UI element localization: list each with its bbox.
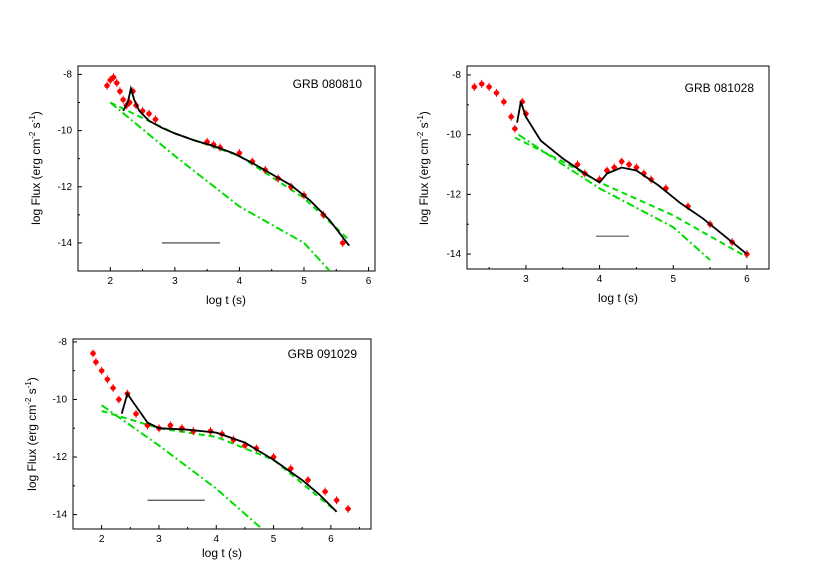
data-point [114, 80, 120, 86]
data-point [611, 164, 617, 171]
y-axis-label: log Flux (erg cm-2 s-1) [416, 111, 431, 225]
y-tick-label: -10 [58, 126, 73, 137]
data-point [110, 74, 117, 80]
x-tick-label: 5 [301, 276, 307, 287]
component-dashdot-line [101, 404, 263, 529]
model-curve [122, 84, 350, 247]
panel-grb-081028: GRB 081028 log t (s) log Flux (erg cm-2 … [416, 65, 770, 305]
y-tick-label: -12 [58, 182, 73, 193]
data-point [146, 111, 152, 117]
data-point [512, 126, 518, 132]
x-tick-label: 4 [237, 276, 243, 287]
x-tick-label: 5 [271, 534, 277, 545]
x-axis-label: log t (s) [598, 291, 638, 305]
data-point [116, 396, 122, 403]
x-tick-label: 3 [523, 274, 529, 285]
plot-area [104, 73, 350, 271]
panel-grb-080810: GRB 080810 log t (s) log Flux (erg cm-2 … [28, 65, 376, 307]
data-point [93, 359, 99, 365]
plot-frame [77, 65, 376, 272]
data-point [340, 240, 346, 246]
data-point [90, 350, 96, 356]
y-axis-label: log Flux (erg cm-2 s-1) [24, 377, 39, 491]
data-point [574, 161, 581, 168]
data-point [236, 150, 243, 156]
data-point [486, 84, 492, 90]
data-point [471, 84, 477, 90]
y-tick-label: -12 [53, 452, 68, 463]
y-tick-label: -12 [447, 189, 462, 200]
plot-area [90, 349, 352, 529]
data-point [626, 161, 632, 168]
x-axis-label: log t (s) [202, 546, 242, 560]
model-curve [516, 101, 748, 255]
x-axis-label: log t (s) [206, 293, 246, 307]
data-point [117, 88, 123, 94]
component-dashdot-line [109, 101, 331, 271]
data-point [104, 83, 110, 89]
data-point [633, 164, 640, 171]
y-tick-label: -14 [447, 249, 462, 260]
x-tick-label: 4 [597, 274, 603, 285]
model-curve [120, 391, 338, 513]
x-tick-label: 5 [670, 274, 676, 285]
y-tick-label: -10 [447, 130, 462, 141]
y-tick-label: -10 [53, 394, 68, 405]
x-tick-label: 2 [99, 534, 105, 545]
panel-title: GRB 081028 [685, 81, 755, 95]
data-point [167, 422, 174, 428]
data-point [322, 488, 328, 495]
y-tick-label: -14 [58, 238, 73, 249]
y-tick-label: -8 [63, 69, 72, 80]
data-point [493, 90, 500, 96]
component-dashed-line [109, 101, 350, 241]
panel-title: GRB 080810 [293, 77, 363, 91]
data-point [604, 167, 610, 174]
y-tick-label: -8 [452, 70, 461, 81]
plot-area [471, 79, 750, 261]
component-dashdot-line [518, 133, 711, 261]
data-point [288, 465, 294, 472]
x-tick-label: 6 [366, 276, 372, 287]
data-point [133, 411, 139, 417]
data-point [152, 116, 159, 122]
y-axis-label: log Flux (erg cm-2 s-1) [28, 111, 43, 225]
panel-grb-091029: GRB 091029 log t (s) log Flux (erg cm-2 … [24, 337, 372, 560]
y-tick-label: -14 [53, 510, 68, 521]
data-point [479, 81, 485, 87]
x-tick-label: 4 [213, 534, 219, 545]
component-dashed-line [101, 410, 338, 513]
x-tick-label: 6 [744, 274, 750, 285]
y-tick-label: -8 [58, 337, 67, 348]
data-point [99, 368, 105, 374]
data-point [345, 506, 351, 512]
x-tick-label: 3 [172, 276, 178, 287]
data-point [104, 376, 110, 382]
data-point [508, 114, 514, 120]
panel-title: GRB 091029 [288, 347, 358, 361]
data-point [619, 158, 625, 165]
x-tick-label: 2 [108, 276, 114, 287]
data-point [305, 477, 311, 483]
x-tick-label: 3 [156, 534, 162, 545]
data-point [120, 97, 126, 103]
data-point [501, 99, 507, 105]
data-point [334, 497, 340, 503]
plot-frame [466, 65, 770, 270]
data-point [110, 385, 116, 391]
x-tick-label: 6 [328, 534, 334, 545]
plot-frame [72, 338, 372, 530]
